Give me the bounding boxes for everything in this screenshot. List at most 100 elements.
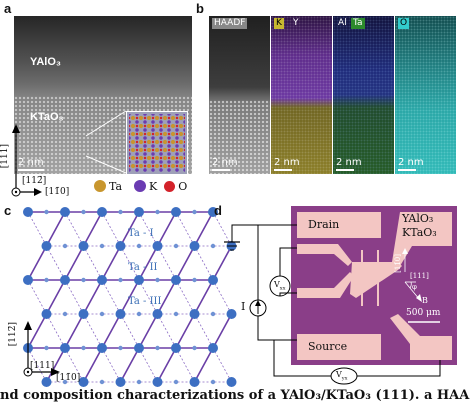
ta-atom — [78, 309, 89, 319]
ta-atom — [208, 207, 218, 217]
lattice-bond — [212, 279, 232, 315]
lattice-bond — [64, 245, 85, 281]
lattice-bond — [156, 211, 177, 247]
lattice-bond — [82, 347, 103, 383]
ta-atom — [60, 207, 70, 217]
device-dir-b-label: [111] — [410, 272, 429, 280]
lattice-bond — [27, 211, 47, 247]
ta-atom-minor — [173, 243, 179, 249]
inset-connector-lines — [85, 110, 127, 174]
vxx-meter-label: Vxx — [274, 280, 285, 292]
lattice-bond — [46, 313, 66, 349]
lattice-bond — [45, 211, 66, 247]
ta-atom-minor — [81, 209, 86, 215]
k-legend-dot — [134, 180, 147, 192]
lattice-bond — [27, 347, 47, 383]
k-y-noise-texture — [271, 16, 332, 174]
lattice-bond — [120, 245, 140, 281]
ta-atom — [226, 309, 237, 319]
lattice-bond — [212, 245, 233, 281]
lattice-bond — [83, 313, 103, 349]
lattice-bond — [138, 279, 158, 315]
drain-label: Drain — [308, 218, 340, 231]
ta-atom — [41, 309, 52, 319]
ta-atom — [115, 309, 126, 319]
lattice-bond — [157, 245, 177, 281]
lattice-bond — [156, 347, 177, 383]
lattice-bond — [82, 211, 103, 247]
panel-c-label: c — [4, 203, 12, 218]
ta-atom — [60, 343, 70, 353]
ta-atom-minor — [62, 379, 68, 385]
lattice-bond — [64, 313, 85, 349]
ta-atom — [23, 275, 33, 285]
lattice-bond — [64, 211, 84, 247]
ta-atom-minor — [173, 311, 179, 317]
o-noise-texture — [395, 16, 456, 174]
vyx-symbol: V — [336, 370, 342, 379]
lattice-bond — [212, 313, 233, 349]
ta-atom — [152, 241, 163, 251]
panel-d-label: d — [214, 203, 222, 218]
ta-atom — [78, 377, 89, 387]
site-label-ta-i: Ta - I — [128, 228, 154, 239]
vyx-meter-label: Vyx — [336, 370, 347, 382]
ta-atom-minor — [99, 379, 105, 385]
panel-c-axis-indicator — [23, 321, 60, 377]
panel-c-axis-oop-label: [111] — [30, 361, 55, 371]
lattice-bond — [193, 211, 214, 247]
ta-atom-minor — [118, 345, 123, 351]
lattice-bond — [45, 347, 66, 383]
al-ta-noise-texture — [333, 16, 394, 174]
inset-crystal-structure — [129, 114, 185, 172]
panel-a-legend: Ta K O — [94, 178, 187, 194]
ta-atom — [60, 275, 70, 285]
o-scale-label: 2 nm — [398, 157, 424, 168]
lattice-bond — [101, 211, 121, 247]
kagome-lattice-diagram — [23, 207, 237, 387]
al-tag: Al — [338, 18, 347, 28]
phi-label: φ — [412, 283, 417, 291]
ta-atom — [171, 275, 181, 285]
lattice-bond — [194, 313, 214, 349]
ta-atom — [97, 343, 107, 353]
eels-k-y-tile: K Y 2 nm — [271, 16, 332, 174]
lattice-bond — [83, 245, 103, 281]
ta-atom — [115, 377, 126, 387]
ta-atom — [97, 207, 107, 217]
ta-atom-minor — [210, 243, 216, 249]
vxx-symbol: V — [274, 280, 280, 289]
ta-atom — [134, 343, 144, 353]
panel-c-axis-horizontal-label: [11̄0] — [56, 373, 81, 383]
ta-legend-label: Ta — [109, 179, 123, 193]
panel-a-micrograph: YAlO₃ KTaO₃ 2 nm — [14, 16, 192, 174]
lattice-bond — [138, 313, 159, 349]
lattice-bond — [212, 347, 232, 383]
device-ktao3-label: KTaO₃ — [402, 226, 437, 239]
ta-atom — [208, 275, 218, 285]
ta-atom — [171, 207, 181, 217]
ta-atom — [78, 241, 89, 251]
hall-bar-device — [224, 212, 452, 385]
ta-atom-minor — [136, 243, 142, 249]
ta-legend-dot — [94, 180, 106, 192]
panel-a-axis-indicator — [11, 124, 42, 197]
lattice-bond — [82, 279, 103, 315]
panel-a-scale-label: 2 nm — [18, 157, 44, 168]
ta-atom-minor — [62, 311, 68, 317]
ta-atom-minor — [99, 243, 105, 249]
ta-atom — [189, 241, 200, 251]
lattice-bond — [193, 347, 214, 383]
ta-atom-minor — [155, 209, 160, 215]
ta-tag: Ta — [351, 18, 365, 29]
ta-atom-minor — [118, 209, 123, 215]
device-scale-label: 500 μm — [406, 308, 441, 318]
al-ta-scale-label: 2 nm — [336, 157, 362, 168]
lattice-bond — [46, 245, 66, 281]
ta-atom-minor — [62, 243, 68, 249]
eels-o-tile: O 2 nm — [395, 16, 456, 174]
lattice-bond — [157, 313, 177, 349]
k-y-scale-bar — [274, 169, 292, 171]
k-legend-label: K — [149, 179, 158, 193]
lattice-bond — [101, 313, 122, 349]
